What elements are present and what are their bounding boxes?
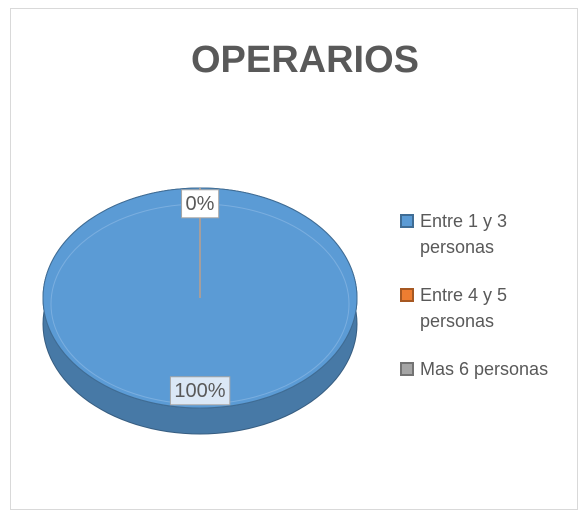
legend-item: Mas 6 personas [398,356,578,382]
legend-label: Entre 1 y 3 personas [420,211,508,257]
chart-title: OPERARIOS [191,39,419,81]
legend-item: Entre 1 y 3 personas [398,208,578,260]
data-label: 0% [186,193,215,215]
legend-swatch [400,362,414,376]
legend: Entre 1 y 3 personas Entre 4 y 5 personas… [398,208,578,404]
data-label-group: 100% [169,376,231,406]
data-label: 100% [174,380,225,402]
legend-swatch [400,214,414,228]
legend-item: Entre 4 y 5 personas [398,282,578,334]
legend-swatch [400,288,414,302]
legend-label: Entre 4 y 5 personas [420,285,508,331]
data-label-box [169,376,231,406]
data-label-group: 0% [181,189,220,219]
legend-label: Mas 6 personas [420,359,549,379]
data-label-box [181,189,220,219]
